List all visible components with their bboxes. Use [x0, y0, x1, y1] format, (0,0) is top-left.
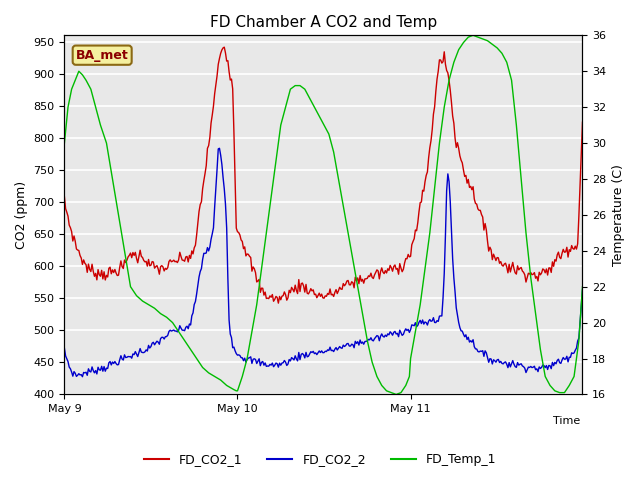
Text: BA_met: BA_met — [76, 48, 129, 61]
Legend: FD_CO2_1, FD_CO2_2, FD_Temp_1: FD_CO2_1, FD_CO2_2, FD_Temp_1 — [139, 448, 501, 471]
X-axis label: Time: Time — [554, 416, 580, 426]
Y-axis label: CO2 (ppm): CO2 (ppm) — [15, 181, 28, 249]
Title: FD Chamber A CO2 and Temp: FD Chamber A CO2 and Temp — [210, 15, 437, 30]
Y-axis label: Temperature (C): Temperature (C) — [612, 164, 625, 266]
